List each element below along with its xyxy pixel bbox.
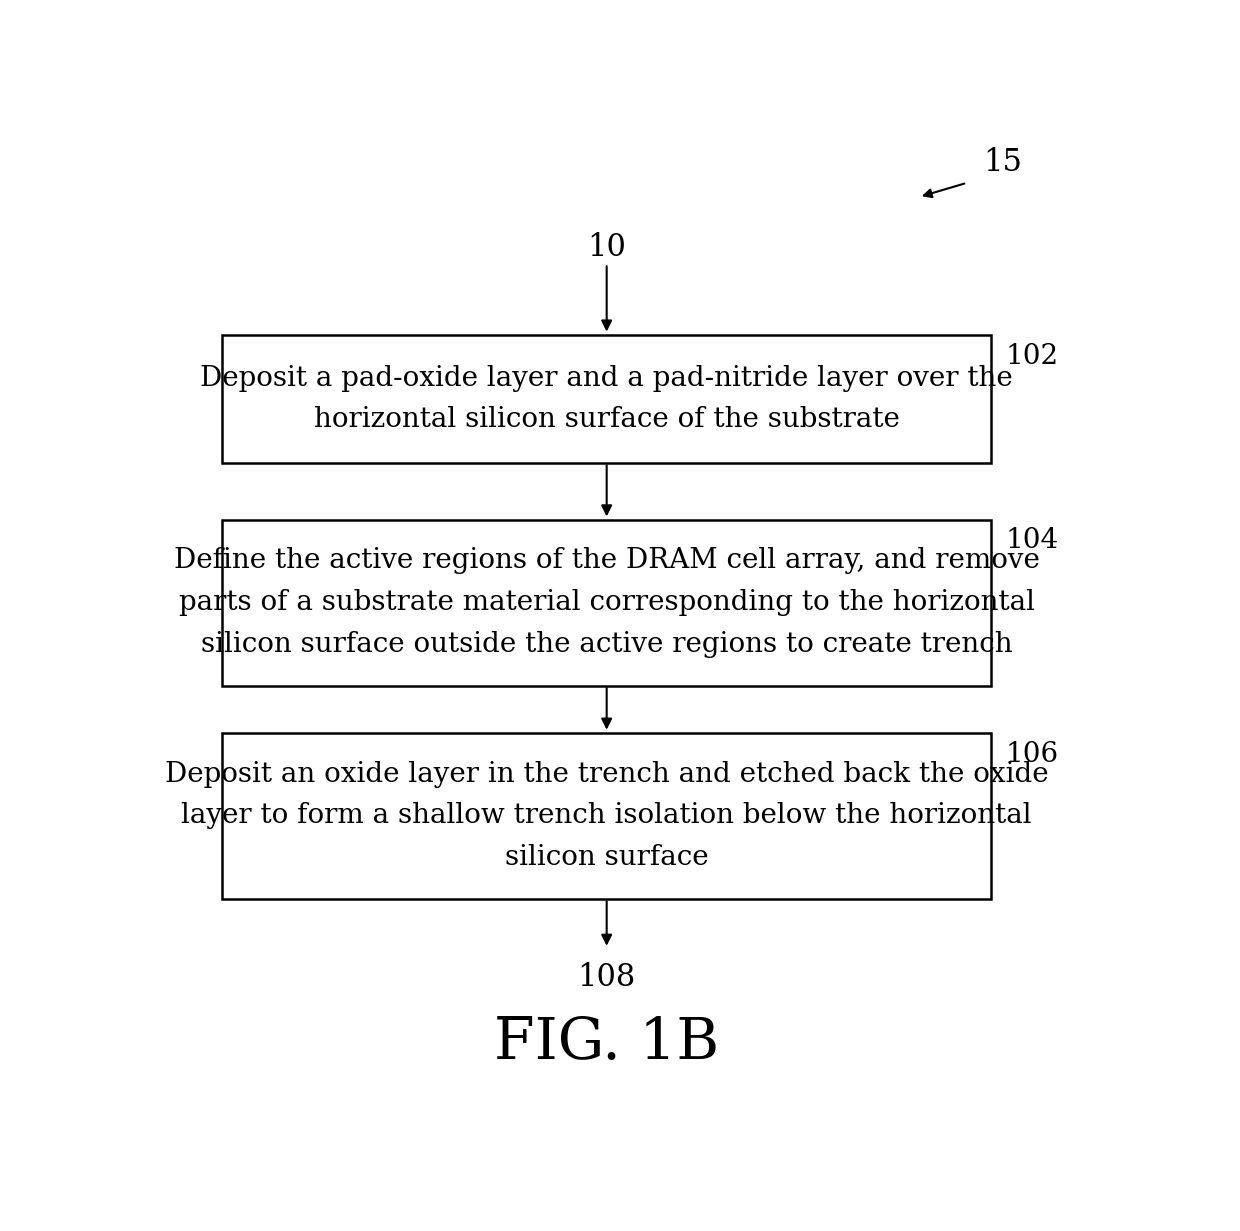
Text: FIG. 1B: FIG. 1B [494, 1016, 719, 1071]
Text: 15: 15 [983, 146, 1023, 178]
Bar [222, 335, 991, 463]
Text: Deposit a pad-oxide layer and a pad-nitride layer over the
horizontal silicon su: Deposit a pad-oxide layer and a pad-nitr… [201, 364, 1013, 433]
Bar [222, 519, 991, 686]
Text: 108: 108 [578, 961, 636, 992]
Text: Deposit an oxide layer in the trench and etched back the oxide
layer to form a s: Deposit an oxide layer in the trench and… [165, 761, 1049, 872]
Text: 102: 102 [1006, 342, 1059, 369]
Text: 106: 106 [1006, 741, 1059, 768]
Text: 104: 104 [1006, 527, 1059, 554]
Bar [222, 732, 991, 899]
Text: Define the active regions of the DRAM cell array, and remove
parts of a substrat: Define the active regions of the DRAM ce… [174, 548, 1039, 657]
Text: 10: 10 [588, 231, 626, 262]
